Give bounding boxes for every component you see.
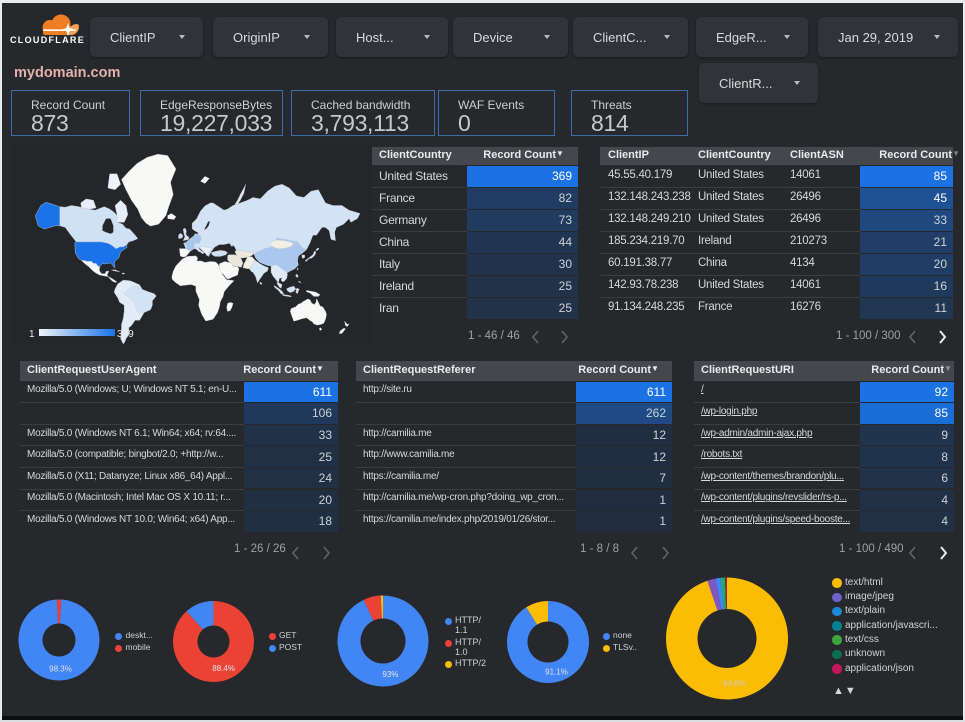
svg-text:1: 1 [29, 329, 35, 340]
svg-text:CLOUDFLARE: CLOUDFLARE [10, 35, 85, 45]
svg-text:88.4%: 88.4% [212, 664, 235, 673]
svg-text:98.3%: 98.3% [49, 665, 72, 674]
svg-text:369: 369 [117, 329, 134, 340]
svg-text:93%: 93% [382, 670, 398, 679]
svg-text:94.8%: 94.8% [723, 679, 746, 688]
svg-text:91.1%: 91.1% [545, 668, 568, 677]
